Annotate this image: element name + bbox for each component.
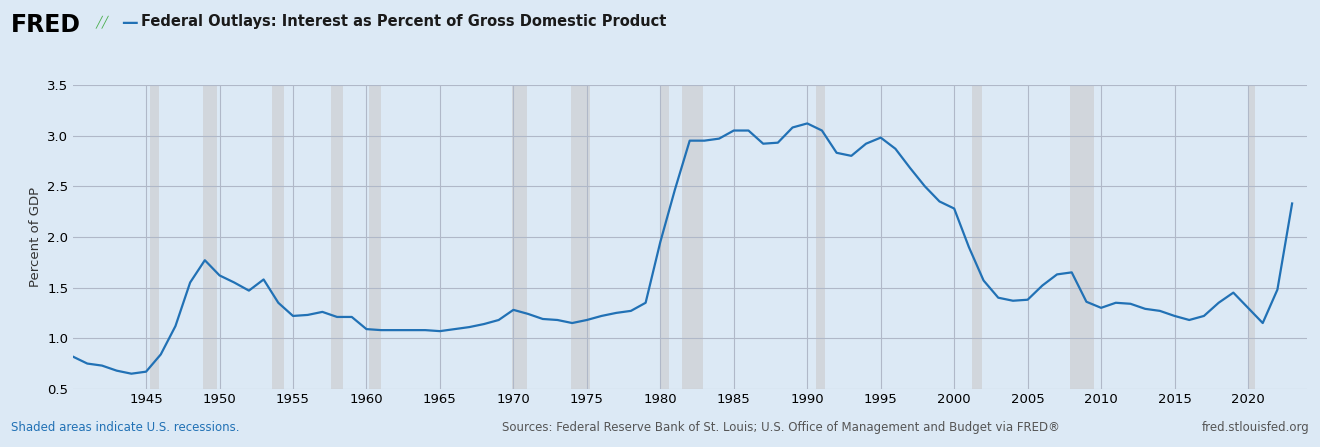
- Bar: [1071, 85, 1094, 389]
- Bar: [682, 85, 704, 389]
- Bar: [272, 85, 284, 389]
- Text: —: —: [121, 14, 139, 32]
- Bar: [370, 85, 381, 389]
- Bar: [331, 85, 343, 389]
- Text: ╱╱: ╱╱: [95, 16, 108, 29]
- Bar: [203, 85, 216, 389]
- Text: Shaded areas indicate U.S. recessions.: Shaded areas indicate U.S. recessions.: [11, 421, 239, 434]
- Bar: [512, 85, 527, 389]
- Text: Sources: Federal Reserve Bank of St. Louis; U.S. Office of Management and Budget: Sources: Federal Reserve Bank of St. Lou…: [502, 421, 1060, 434]
- Y-axis label: Percent of GDP: Percent of GDP: [29, 187, 42, 287]
- Bar: [816, 85, 825, 389]
- Bar: [570, 85, 590, 389]
- Bar: [660, 85, 669, 389]
- Text: fred.stlouisfed.org: fred.stlouisfed.org: [1201, 421, 1309, 434]
- Text: Federal Outlays: Interest as Percent of Gross Domestic Product: Federal Outlays: Interest as Percent of …: [141, 14, 667, 30]
- Text: FRED: FRED: [11, 13, 81, 38]
- Bar: [1250, 85, 1255, 389]
- Bar: [972, 85, 982, 389]
- Bar: [150, 85, 160, 389]
